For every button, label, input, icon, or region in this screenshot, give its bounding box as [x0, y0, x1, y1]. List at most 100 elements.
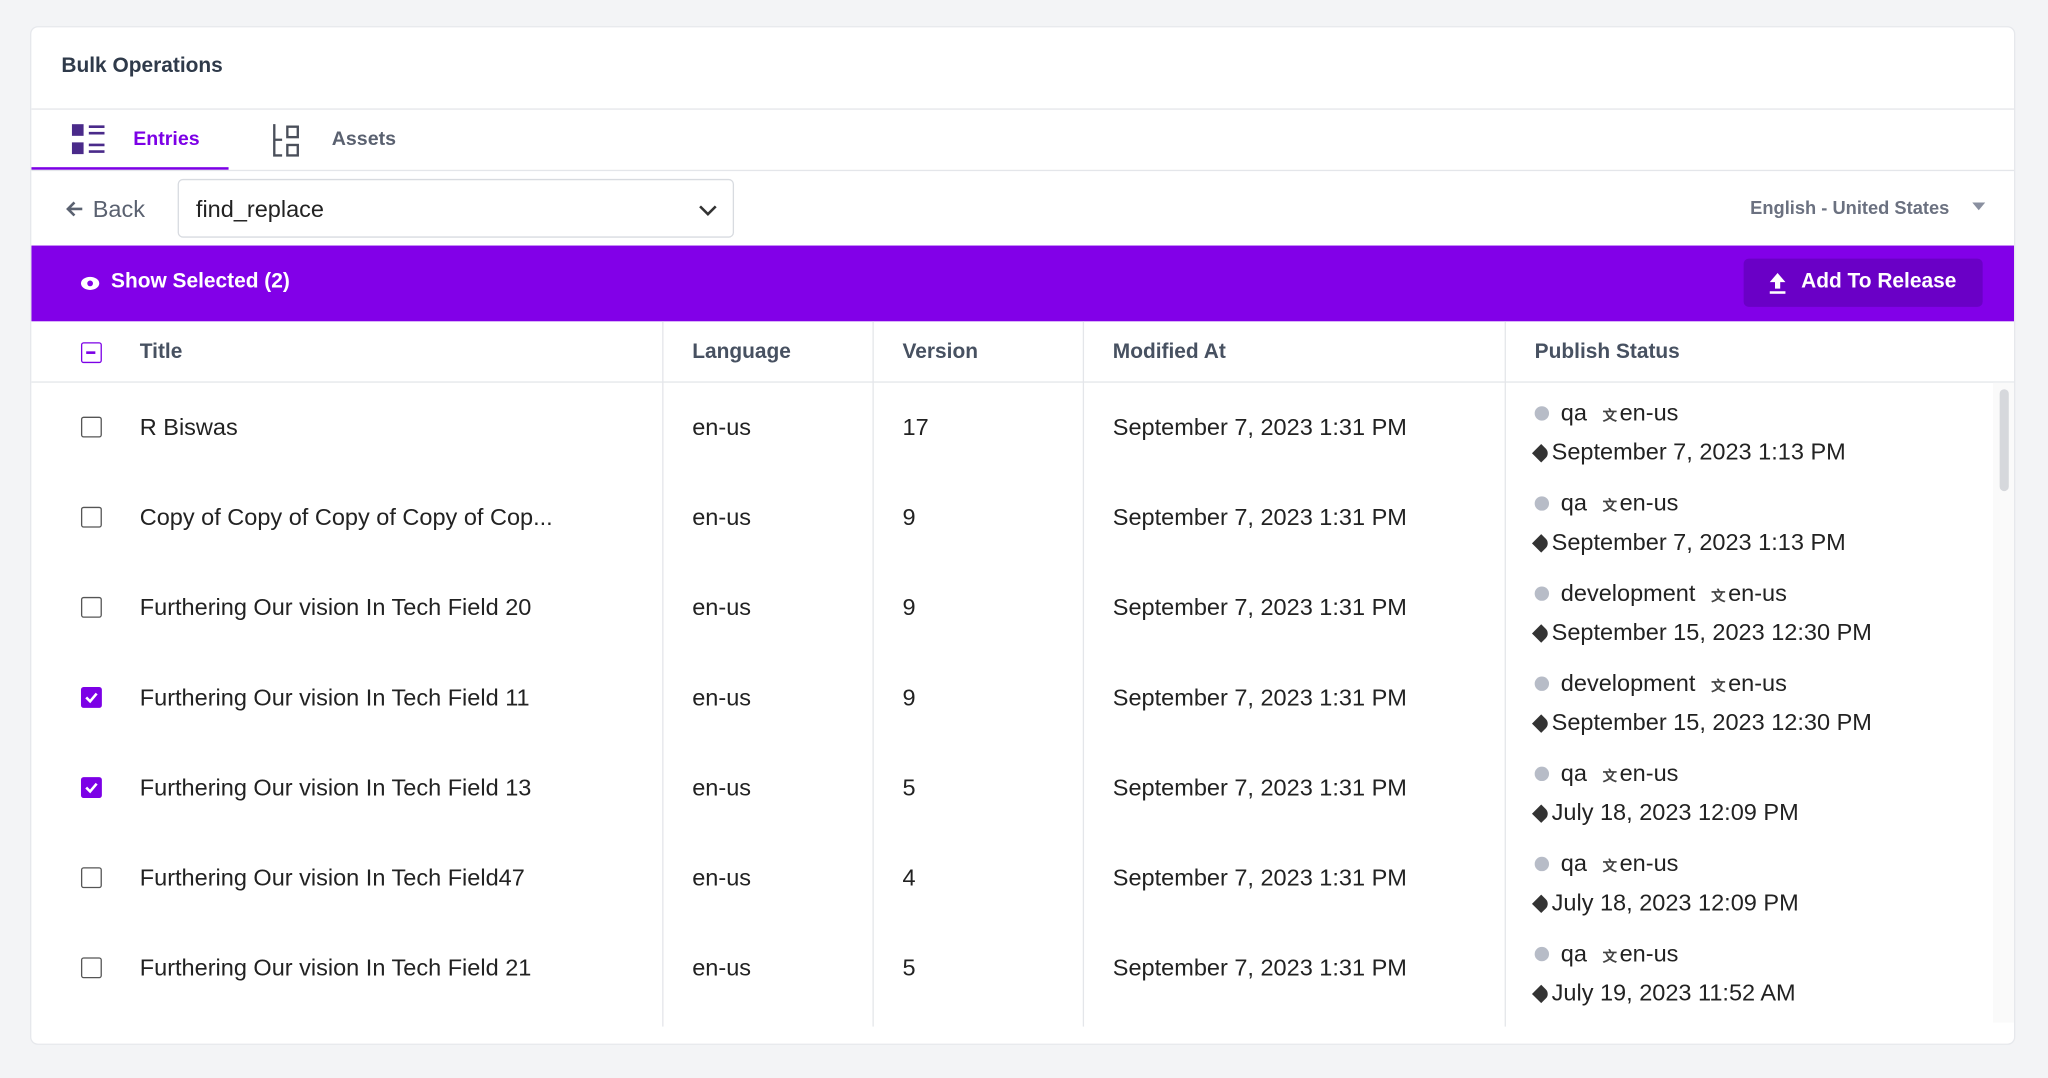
version: 4 [902, 864, 916, 891]
locale: en-us [1619, 760, 1679, 787]
language: en-us [692, 684, 752, 711]
column-header: Version [902, 340, 979, 364]
language: en-us [692, 504, 752, 531]
column-separator [872, 321, 874, 1027]
add-to-release-button[interactable]: Add To Release [1743, 258, 1983, 307]
status-line: qa 文 en-us [1534, 486, 1846, 525]
select-value: find_replace [195, 195, 325, 223]
entry-title[interactable]: Furthering Our vision In Tech Field 20 [139, 594, 532, 621]
environment: development [1560, 670, 1696, 697]
publish-status: qa 文 en-us September 7, 2023 1:13 PM [1531, 486, 1846, 560]
status-line: qa 文 en-us [1534, 846, 1799, 885]
language: en-us [692, 774, 752, 801]
publish-status: development 文 en-us September 15, 2023 12:3… [1531, 666, 1872, 740]
entry-title[interactable]: Furthering Our vision In Tech Field47 [139, 864, 525, 891]
entry-title[interactable]: Furthering Our vision In Tech Field 13 [139, 774, 532, 801]
tab[interactable]: Assets [331, 127, 397, 151]
entry-title[interactable]: Furthering Our vision In Tech Field 21 [139, 954, 532, 981]
table-row: R Biswas en-us 17 September 7, 2023 1:31 PM… [31, 383, 1993, 473]
env-dot [1534, 586, 1550, 601]
locale: en-us [1728, 579, 1787, 607]
row-checkbox[interactable] [80, 506, 102, 528]
env-dot [1534, 676, 1550, 691]
table-row: Furthering Our vision In Tech Field 20 en… [31, 563, 1993, 653]
status-line: qa 文 en-us [1534, 756, 1799, 795]
modified-at: September 7, 2023 1:31 PM [1112, 684, 1407, 711]
back-arrow [66, 201, 83, 217]
publish-status: qa 文 en-us July 19, 2023 11:52 AM [1531, 936, 1796, 1011]
table-row: Copy of Copy of Copy of Copy of Cop... en… [31, 473, 1993, 563]
version: 5 [902, 774, 916, 801]
version: 9 [902, 504, 916, 531]
status-line: development 文 en-us [1534, 576, 1872, 615]
published-at: September 7, 2023 1:13 PM [1551, 438, 1846, 465]
content-type-select[interactable]: find_replace [177, 178, 735, 238]
locale-icon: 文 [1711, 589, 1726, 605]
rocket-icon [1531, 534, 1551, 553]
status-line: July 19, 2023 11:52 AM [1531, 976, 1796, 1011]
locale-icon: 文 [1711, 679, 1726, 695]
column-separator [1504, 321, 1506, 1027]
language: en-us [692, 864, 752, 891]
status-line: September 7, 2023 1:13 PM [1531, 435, 1846, 470]
locale-icon: 文 [1602, 769, 1617, 785]
status-line: July 18, 2023 12:09 PM [1531, 886, 1799, 921]
env-dot [1534, 856, 1550, 872]
language: en-us [692, 594, 752, 621]
tab-underline [31, 167, 229, 170]
column-separator [1082, 321, 1085, 1027]
table-row: Furthering Our vision In Tech Field47 en-… [31, 833, 1993, 923]
column-header: Publish Status [1534, 340, 1680, 364]
table-row: Furthering Our vision In Tech Field 11 en… [31, 653, 1993, 743]
entry-title[interactable]: Copy of Copy of Copy of Copy of Cop... [139, 504, 553, 531]
language: en-us [692, 414, 752, 441]
env-dot [1534, 406, 1550, 421]
entry-title[interactable]: Furthering Our vision In Tech Field 11 [139, 684, 530, 711]
published-at: September 15, 2023 12:30 PM [1551, 619, 1872, 646]
rocket-icon [1531, 714, 1551, 733]
status-line: development 文 en-us [1534, 666, 1872, 705]
publish-status: qa 文 en-us September 7, 2023 1:13 PM [1531, 396, 1846, 470]
divider [31, 381, 2015, 383]
environment: qa [1560, 489, 1587, 516]
row-checkbox[interactable] [80, 596, 102, 618]
entries-icon [71, 124, 105, 155]
modified-at: September 7, 2023 1:31 PM [1112, 954, 1407, 981]
status-line: qa 文 en-us [1534, 396, 1846, 435]
locale-select[interactable]: English - United States [1750, 197, 1950, 219]
row-checkbox[interactable] [80, 416, 102, 438]
tab[interactable]: Entries [133, 127, 200, 151]
rocket-icon [1531, 443, 1551, 463]
table-body: R Biswas en-us 17 September 7, 2023 1:31 PM… [31, 383, 1993, 1023]
show-selected[interactable]: Show Selected (2) [111, 270, 290, 293]
rocket-icon [1531, 894, 1551, 914]
entry-title[interactable]: R Biswas [139, 414, 238, 441]
locale: en-us [1728, 670, 1787, 697]
version: 9 [902, 684, 916, 711]
locale-icon: 文 [1602, 408, 1617, 425]
publish-status: qa 文 en-us July 18, 2023 12:09 PM [1531, 756, 1799, 830]
caret [1972, 202, 1986, 211]
back-button[interactable]: Back [92, 195, 146, 223]
select-all-checkbox[interactable] [80, 342, 102, 364]
row-checkbox[interactable] [80, 777, 102, 799]
environment: qa [1560, 760, 1587, 787]
rocket-icon [1531, 984, 1551, 1004]
table-row: Furthering Our vision In Tech Field 21 en… [31, 923, 1993, 1013]
row-checkbox[interactable] [80, 867, 102, 889]
env-dot [1534, 496, 1550, 511]
assets-icon [273, 124, 299, 157]
scrollbar [1993, 382, 2015, 1023]
row-checkbox[interactable] [80, 687, 102, 708]
locale-icon: 文 [1602, 949, 1617, 966]
row-checkbox[interactable] [80, 957, 102, 979]
column-header: Language [692, 340, 791, 364]
locale-icon: 文 [1602, 498, 1617, 515]
locale: en-us [1619, 399, 1679, 426]
status-line: September 15, 2023 12:30 PM [1531, 615, 1872, 650]
version: 17 [902, 414, 929, 441]
check [85, 692, 98, 704]
upload-icon [1769, 272, 1786, 294]
locale: en-us [1619, 850, 1679, 877]
